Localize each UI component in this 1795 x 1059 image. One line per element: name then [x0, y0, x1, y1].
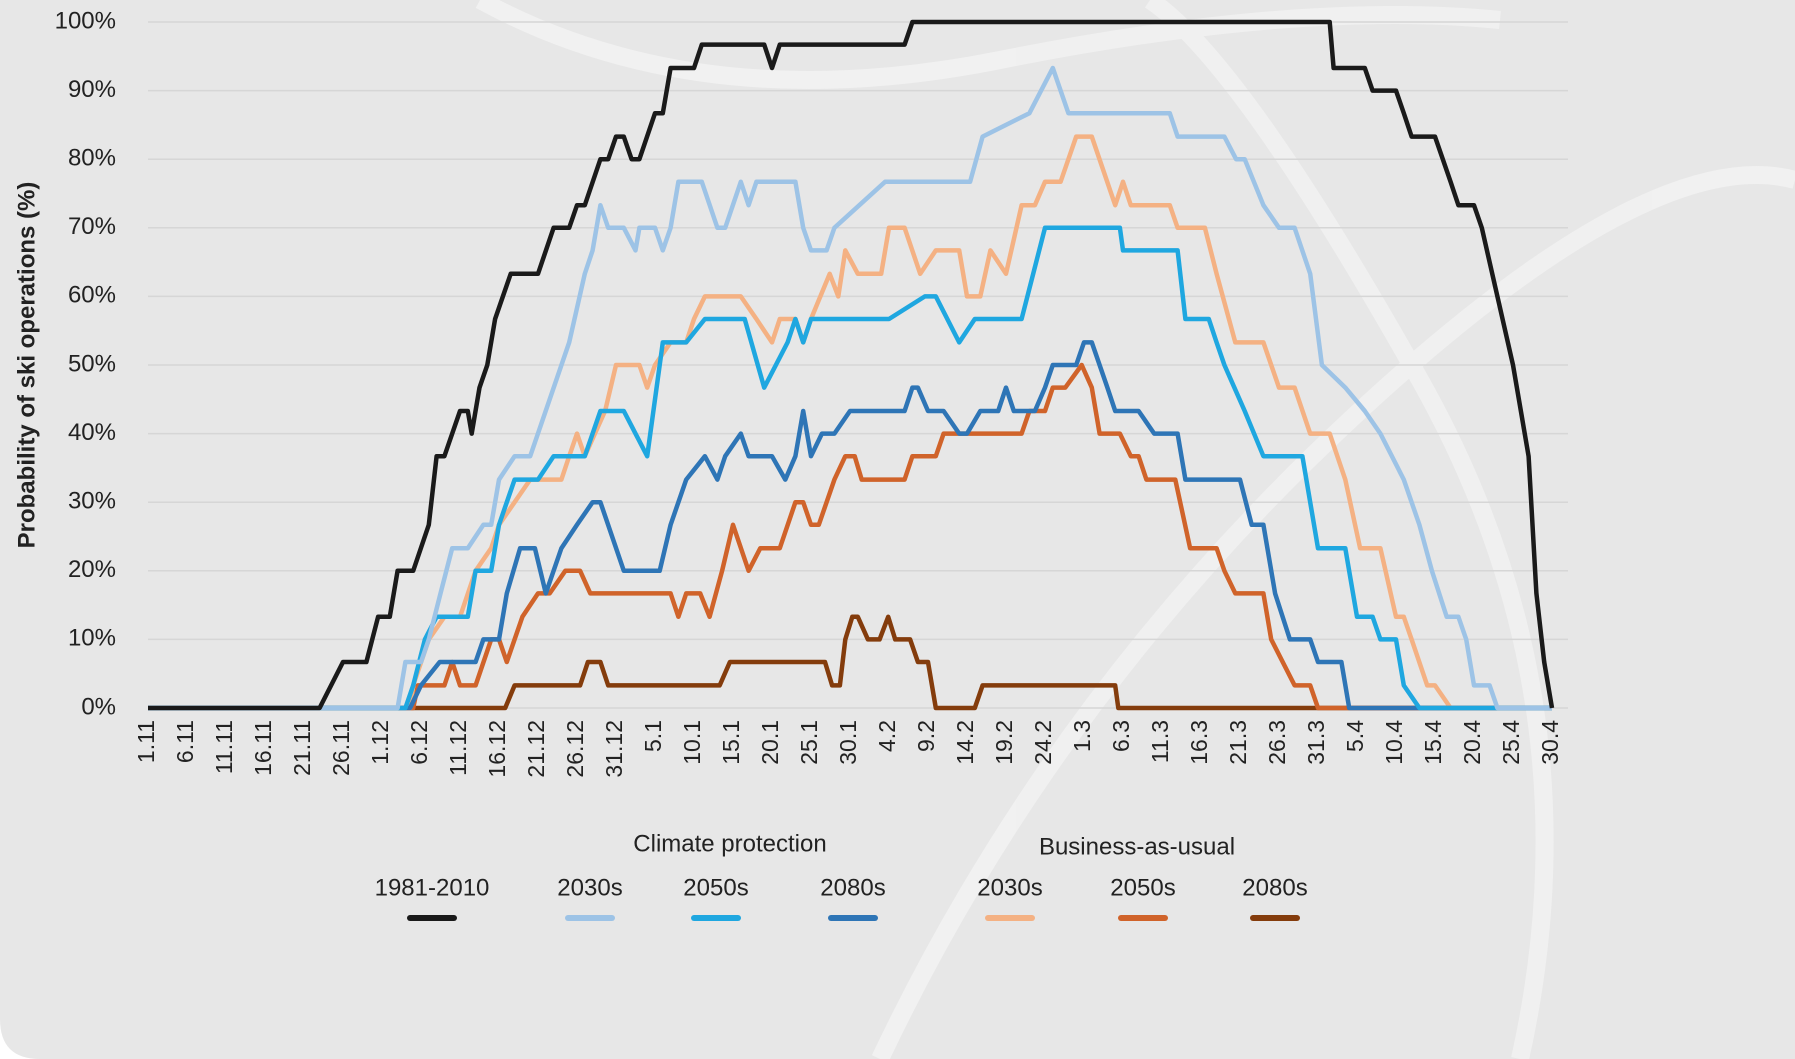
- legend-group-title: Climate protection: [633, 830, 826, 857]
- series-line: [148, 225, 1552, 711]
- x-tick-label: 5.1: [640, 720, 666, 752]
- x-tick-label: 31.3: [1303, 720, 1329, 765]
- x-tick-label: 1.3: [1069, 720, 1095, 752]
- x-tick-label: 16.12: [484, 720, 510, 778]
- y-tick-label: 70%: [68, 213, 116, 240]
- y-tick-label: 90%: [68, 76, 116, 103]
- x-tick-label: 11.11: [211, 720, 237, 774]
- x-tick-label: 21.11: [289, 720, 315, 776]
- y-tick-label: 0%: [81, 693, 116, 720]
- x-tick-label: 16.11: [250, 720, 276, 776]
- x-tick-label: 14.2: [952, 720, 978, 765]
- x-tick-label: 21.12: [523, 720, 549, 778]
- x-tick-label: 25.4: [1498, 720, 1524, 765]
- x-tick-label: 31.12: [601, 720, 627, 778]
- y-tick-label: 40%: [68, 419, 116, 446]
- x-tick-label: 5.4: [1342, 720, 1368, 752]
- x-tick-label: 19.2: [991, 720, 1017, 765]
- legend-label: 2080s: [1242, 874, 1307, 901]
- legend-label: 2050s: [1110, 874, 1175, 901]
- y-tick-label: 80%: [68, 145, 116, 172]
- x-tick-label: 20.4: [1459, 720, 1485, 765]
- x-tick-label: 10.1: [679, 720, 705, 765]
- x-tick-label: 6.3: [1108, 720, 1134, 752]
- x-tick-label: 15.4: [1420, 720, 1446, 765]
- x-tick-label: 30.4: [1537, 720, 1563, 765]
- series-line: [148, 614, 1552, 711]
- x-tick-label: 26.12: [562, 720, 588, 778]
- background-texture: [475, 0, 1795, 1059]
- legend-label: 2030s: [977, 874, 1042, 901]
- series-line: [148, 362, 1552, 711]
- x-tick-label: 16.3: [1186, 720, 1212, 765]
- series-line: [148, 19, 1555, 711]
- y-axis-label: Probability of ski operations (%): [13, 182, 40, 549]
- y-tick-label: 30%: [68, 488, 116, 515]
- x-tick-label: 21.3: [1225, 720, 1251, 765]
- legend-label: 2050s: [683, 874, 748, 901]
- x-tick-label: 26.3: [1264, 720, 1290, 765]
- x-tick-label: 30.1: [835, 720, 861, 765]
- series-line: [148, 340, 1552, 711]
- legend-label: 1981-2010: [375, 874, 490, 901]
- y-tick-label: 20%: [68, 556, 116, 583]
- y-tick-label: 60%: [68, 282, 116, 309]
- x-tick-label: 26.11: [328, 720, 354, 776]
- y-tick-label: 50%: [68, 350, 116, 377]
- x-tick-label: 6.11: [172, 720, 198, 763]
- x-tick-label: 20.1: [757, 720, 783, 765]
- x-tick-label: 24.2: [1030, 720, 1056, 765]
- x-tick-label: 11.3: [1147, 720, 1173, 763]
- legend-label: 2030s: [557, 874, 622, 901]
- x-tick-label: 4.2: [874, 720, 900, 752]
- x-tick-label: 25.1: [796, 720, 822, 765]
- x-tick-label: 1.11: [133, 720, 159, 763]
- series-line: [148, 65, 1552, 711]
- x-tick-label: 11.12: [445, 720, 471, 776]
- legend-label: 2080s: [820, 874, 885, 901]
- y-tick-label: 10%: [68, 625, 116, 652]
- x-tick-label: 9.2: [913, 720, 939, 752]
- x-tick-label: 1.12: [367, 720, 393, 765]
- series-line: [148, 134, 1552, 711]
- legend-group-title: Business-as-usual: [1039, 833, 1235, 860]
- x-tick-label: 15.1: [718, 720, 744, 765]
- x-tick-label: 10.4: [1381, 720, 1407, 765]
- y-tick-label: 100%: [55, 7, 116, 34]
- x-tick-label: 6.12: [406, 720, 432, 765]
